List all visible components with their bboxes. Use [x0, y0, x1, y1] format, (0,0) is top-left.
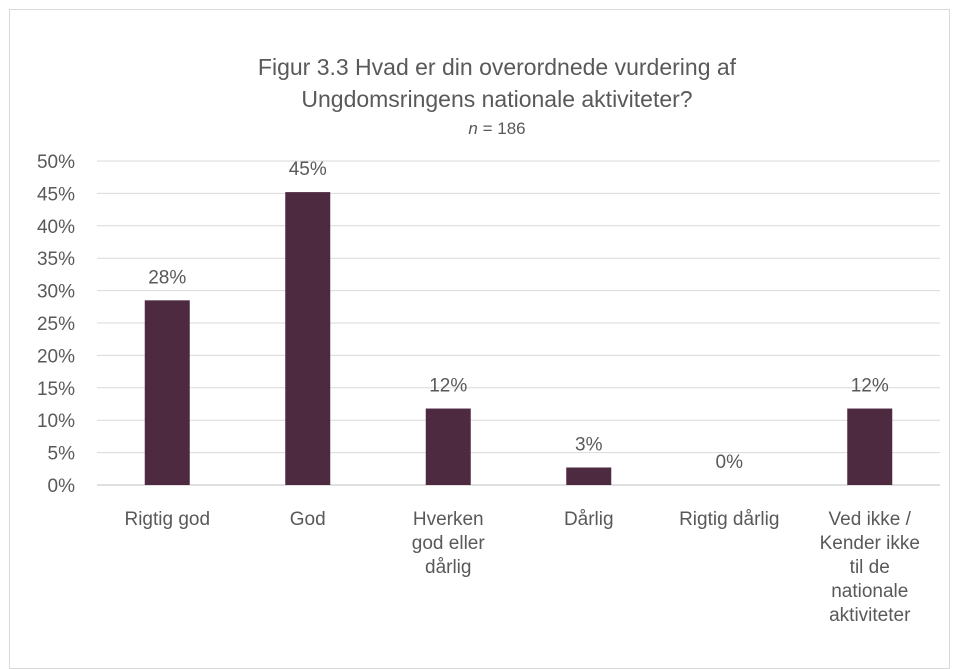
data-label: 3%	[575, 435, 603, 456]
x-tick-label: Dårlig	[564, 509, 614, 530]
x-tick-label: Rigtig dårlig	[679, 509, 779, 530]
subtitle-n: n	[468, 119, 477, 138]
x-tick-label: Hverken god eller dårlig	[412, 509, 486, 578]
x-tick-label-line: god eller	[412, 533, 486, 554]
y-tick-label: 50%	[37, 152, 75, 173]
data-label: 45%	[289, 159, 327, 180]
y-tick-label: 20%	[37, 346, 75, 367]
gridlines	[97, 160, 940, 486]
bars	[144, 192, 893, 485]
bar	[425, 408, 471, 485]
y-tick-label: 10%	[37, 411, 75, 432]
x-tick-label-line: Ved ikke /	[829, 509, 912, 530]
x-tick-label-line: dårlig	[425, 557, 471, 578]
y-tick-label: 35%	[37, 249, 75, 270]
chart-subtitle: n = 186	[468, 119, 525, 138]
y-tick-label: 30%	[37, 282, 75, 303]
data-labels: 28% 45% 12% 3% 0% 12%	[148, 159, 889, 473]
data-label: 28%	[148, 267, 186, 288]
x-tick-label-line: Rigtig dårlig	[679, 509, 779, 530]
chart-title-line-1: Figur 3.3 Hvad er din overordnede vurder…	[258, 54, 737, 80]
bar	[144, 300, 190, 485]
bar	[285, 192, 331, 485]
x-tick-label-line: nationale	[831, 581, 908, 602]
y-axis-ticks: 0% 5% 10% 15% 20% 25% 30% 35% 40% 45% 50%	[37, 152, 75, 497]
x-tick-label-line: God	[290, 509, 326, 530]
y-tick-label: 0%	[48, 476, 76, 497]
x-tick-label-line: Dårlig	[564, 509, 614, 530]
x-axis-labels: Rigtig god God Hverken god eller dårlig Dårli…	[124, 509, 919, 626]
data-label: 12%	[429, 376, 467, 397]
bar	[847, 408, 893, 485]
x-tick-label: Ved ikke / Kender ikke til de nationale akti…	[820, 509, 920, 626]
x-tick-label-line: Kender ikke	[820, 533, 920, 554]
x-tick-label-line: Hverken	[413, 509, 484, 530]
data-label: 0%	[716, 452, 744, 473]
y-tick-label: 15%	[37, 379, 75, 400]
bar	[566, 467, 612, 485]
x-tick-label-line: til de	[850, 557, 890, 578]
x-tick-label: Rigtig god	[124, 509, 210, 530]
y-tick-label: 40%	[37, 217, 75, 238]
x-tick-label-line: aktiviteter	[829, 605, 911, 626]
x-tick-label: God	[290, 509, 326, 530]
y-tick-label: 5%	[48, 444, 76, 465]
y-tick-label: 25%	[37, 314, 75, 335]
data-label: 12%	[851, 376, 889, 397]
y-tick-label: 45%	[37, 184, 75, 205]
x-tick-label-line: Rigtig god	[124, 509, 210, 530]
chart-title-line-2: Ungdomsringens nationale aktiviteter?	[301, 86, 692, 112]
subtitle-count: = 186	[478, 119, 526, 138]
